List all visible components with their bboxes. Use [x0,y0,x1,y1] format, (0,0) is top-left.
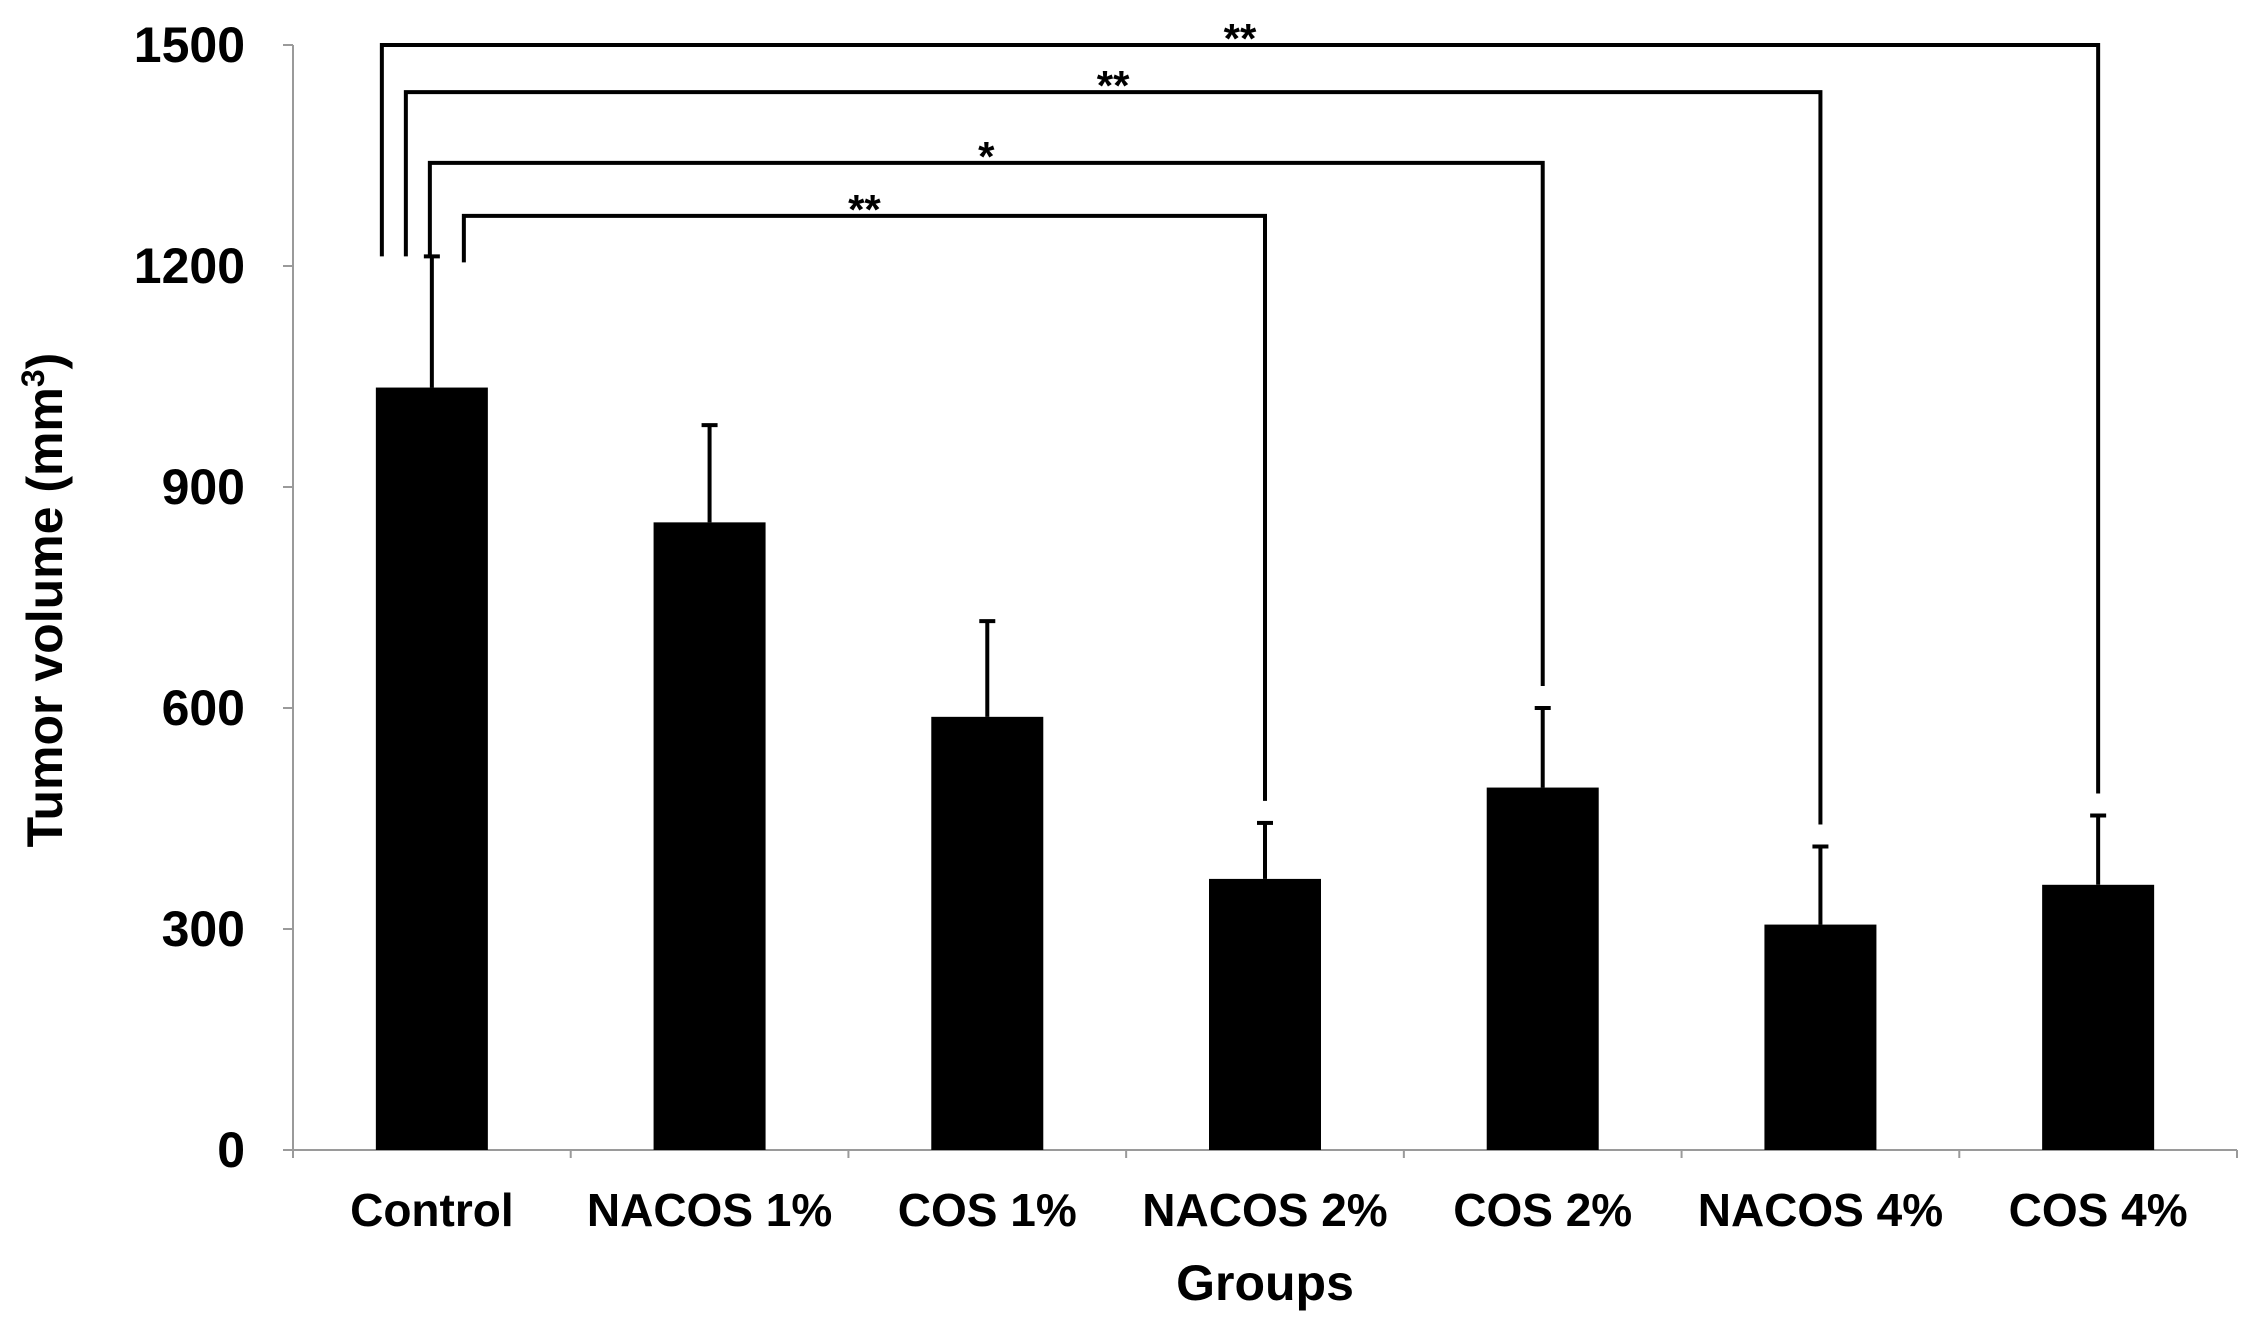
x-tick-label: NACOS 1% [587,1184,832,1236]
x-tick-label: NACOS 2% [1142,1184,1387,1236]
y-tick-label: 900 [162,459,245,515]
bar [1209,878,1321,1150]
significance-label: ** [1224,15,1257,62]
error-bars [423,254,2107,925]
x-axis: Control NACOS 1% COS 1% NACOS 2% COS 2% NACOS… [292,1149,2238,1236]
bar [375,387,488,1150]
x-tick-label: COS 4% [2009,1184,2188,1236]
y-tick-label: 1200 [134,238,245,294]
y-tick-label: 600 [162,680,245,736]
bar [2042,884,2155,1150]
significance-brackets: ******* [379,15,2101,825]
x-tick-label: NACOS 4% [1698,1184,1943,1236]
x-tick-label: COS 2% [1453,1184,1632,1236]
significance-label: ** [848,186,881,233]
significance-bracket [403,90,1823,825]
significance-label: * [978,133,995,180]
bars [375,387,2155,1150]
y-tick-label: 1500 [134,17,245,73]
y-axis: 0 300 600 900 1200 1500 [134,17,294,1178]
significance-bracket [461,213,1267,801]
x-tick-label: COS 1% [898,1184,1077,1236]
bar [1764,924,1877,1150]
significance-label: ** [1097,62,1130,109]
bar [1486,787,1599,1150]
significance-bracket [379,43,2101,794]
y-tick-label: 300 [162,901,245,957]
bar [931,716,1044,1150]
x-tick-label: Control [350,1184,514,1236]
significance-bracket [427,160,1545,686]
y-tick-label: 0 [217,1122,245,1178]
x-axis-title: Groups [1176,1255,1354,1311]
bar [653,522,766,1150]
y-axis-title: Tumor volume (mm3) [15,353,73,848]
